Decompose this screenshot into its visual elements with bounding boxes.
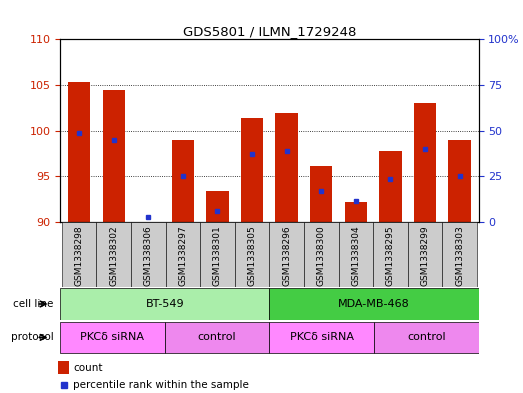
Bar: [442, 222, 477, 287]
Bar: [345, 202, 367, 222]
Text: GSM1338299: GSM1338299: [420, 225, 429, 286]
Bar: [60, 288, 269, 320]
Bar: [62, 222, 96, 287]
Text: GSM1338302: GSM1338302: [109, 225, 118, 286]
Bar: [304, 222, 338, 287]
Text: MDA-MB-468: MDA-MB-468: [338, 299, 410, 309]
Text: GSM1338306: GSM1338306: [144, 225, 153, 286]
Bar: [58, 361, 69, 373]
Text: control: control: [198, 332, 236, 342]
Text: GSM1338301: GSM1338301: [213, 225, 222, 286]
Text: GSM1338296: GSM1338296: [282, 225, 291, 286]
Bar: [103, 90, 125, 222]
Bar: [269, 322, 374, 353]
Bar: [172, 140, 194, 222]
Text: GSM1338305: GSM1338305: [247, 225, 257, 286]
Bar: [206, 191, 229, 222]
Bar: [373, 222, 407, 287]
Bar: [241, 118, 263, 222]
Text: cell line: cell line: [13, 299, 53, 309]
Bar: [338, 222, 373, 287]
Text: protocol: protocol: [10, 332, 53, 342]
Bar: [96, 222, 131, 287]
Bar: [276, 113, 298, 222]
Text: GSM1338297: GSM1338297: [178, 225, 187, 286]
Bar: [68, 82, 90, 222]
Text: PKCδ siRNA: PKCδ siRNA: [290, 332, 354, 342]
Bar: [60, 322, 165, 353]
Text: GSM1338303: GSM1338303: [455, 225, 464, 286]
Bar: [448, 140, 471, 222]
Text: BT-549: BT-549: [145, 299, 184, 309]
Bar: [414, 103, 436, 222]
Bar: [407, 222, 442, 287]
Bar: [310, 166, 333, 222]
Text: GSM1338304: GSM1338304: [351, 225, 360, 286]
Bar: [166, 222, 200, 287]
Bar: [269, 222, 304, 287]
Text: PKCδ siRNA: PKCδ siRNA: [81, 332, 144, 342]
Bar: [165, 322, 269, 353]
Bar: [200, 222, 235, 287]
Text: GSM1338300: GSM1338300: [317, 225, 326, 286]
Bar: [131, 222, 166, 287]
Bar: [379, 151, 402, 222]
Text: count: count: [73, 362, 103, 373]
Text: control: control: [407, 332, 446, 342]
Text: GSM1338295: GSM1338295: [386, 225, 395, 286]
Title: GDS5801 / ILMN_1729248: GDS5801 / ILMN_1729248: [183, 25, 356, 38]
Text: GSM1338298: GSM1338298: [75, 225, 84, 286]
Bar: [269, 288, 479, 320]
Bar: [374, 322, 479, 353]
Text: percentile rank within the sample: percentile rank within the sample: [73, 380, 249, 390]
Bar: [235, 222, 269, 287]
